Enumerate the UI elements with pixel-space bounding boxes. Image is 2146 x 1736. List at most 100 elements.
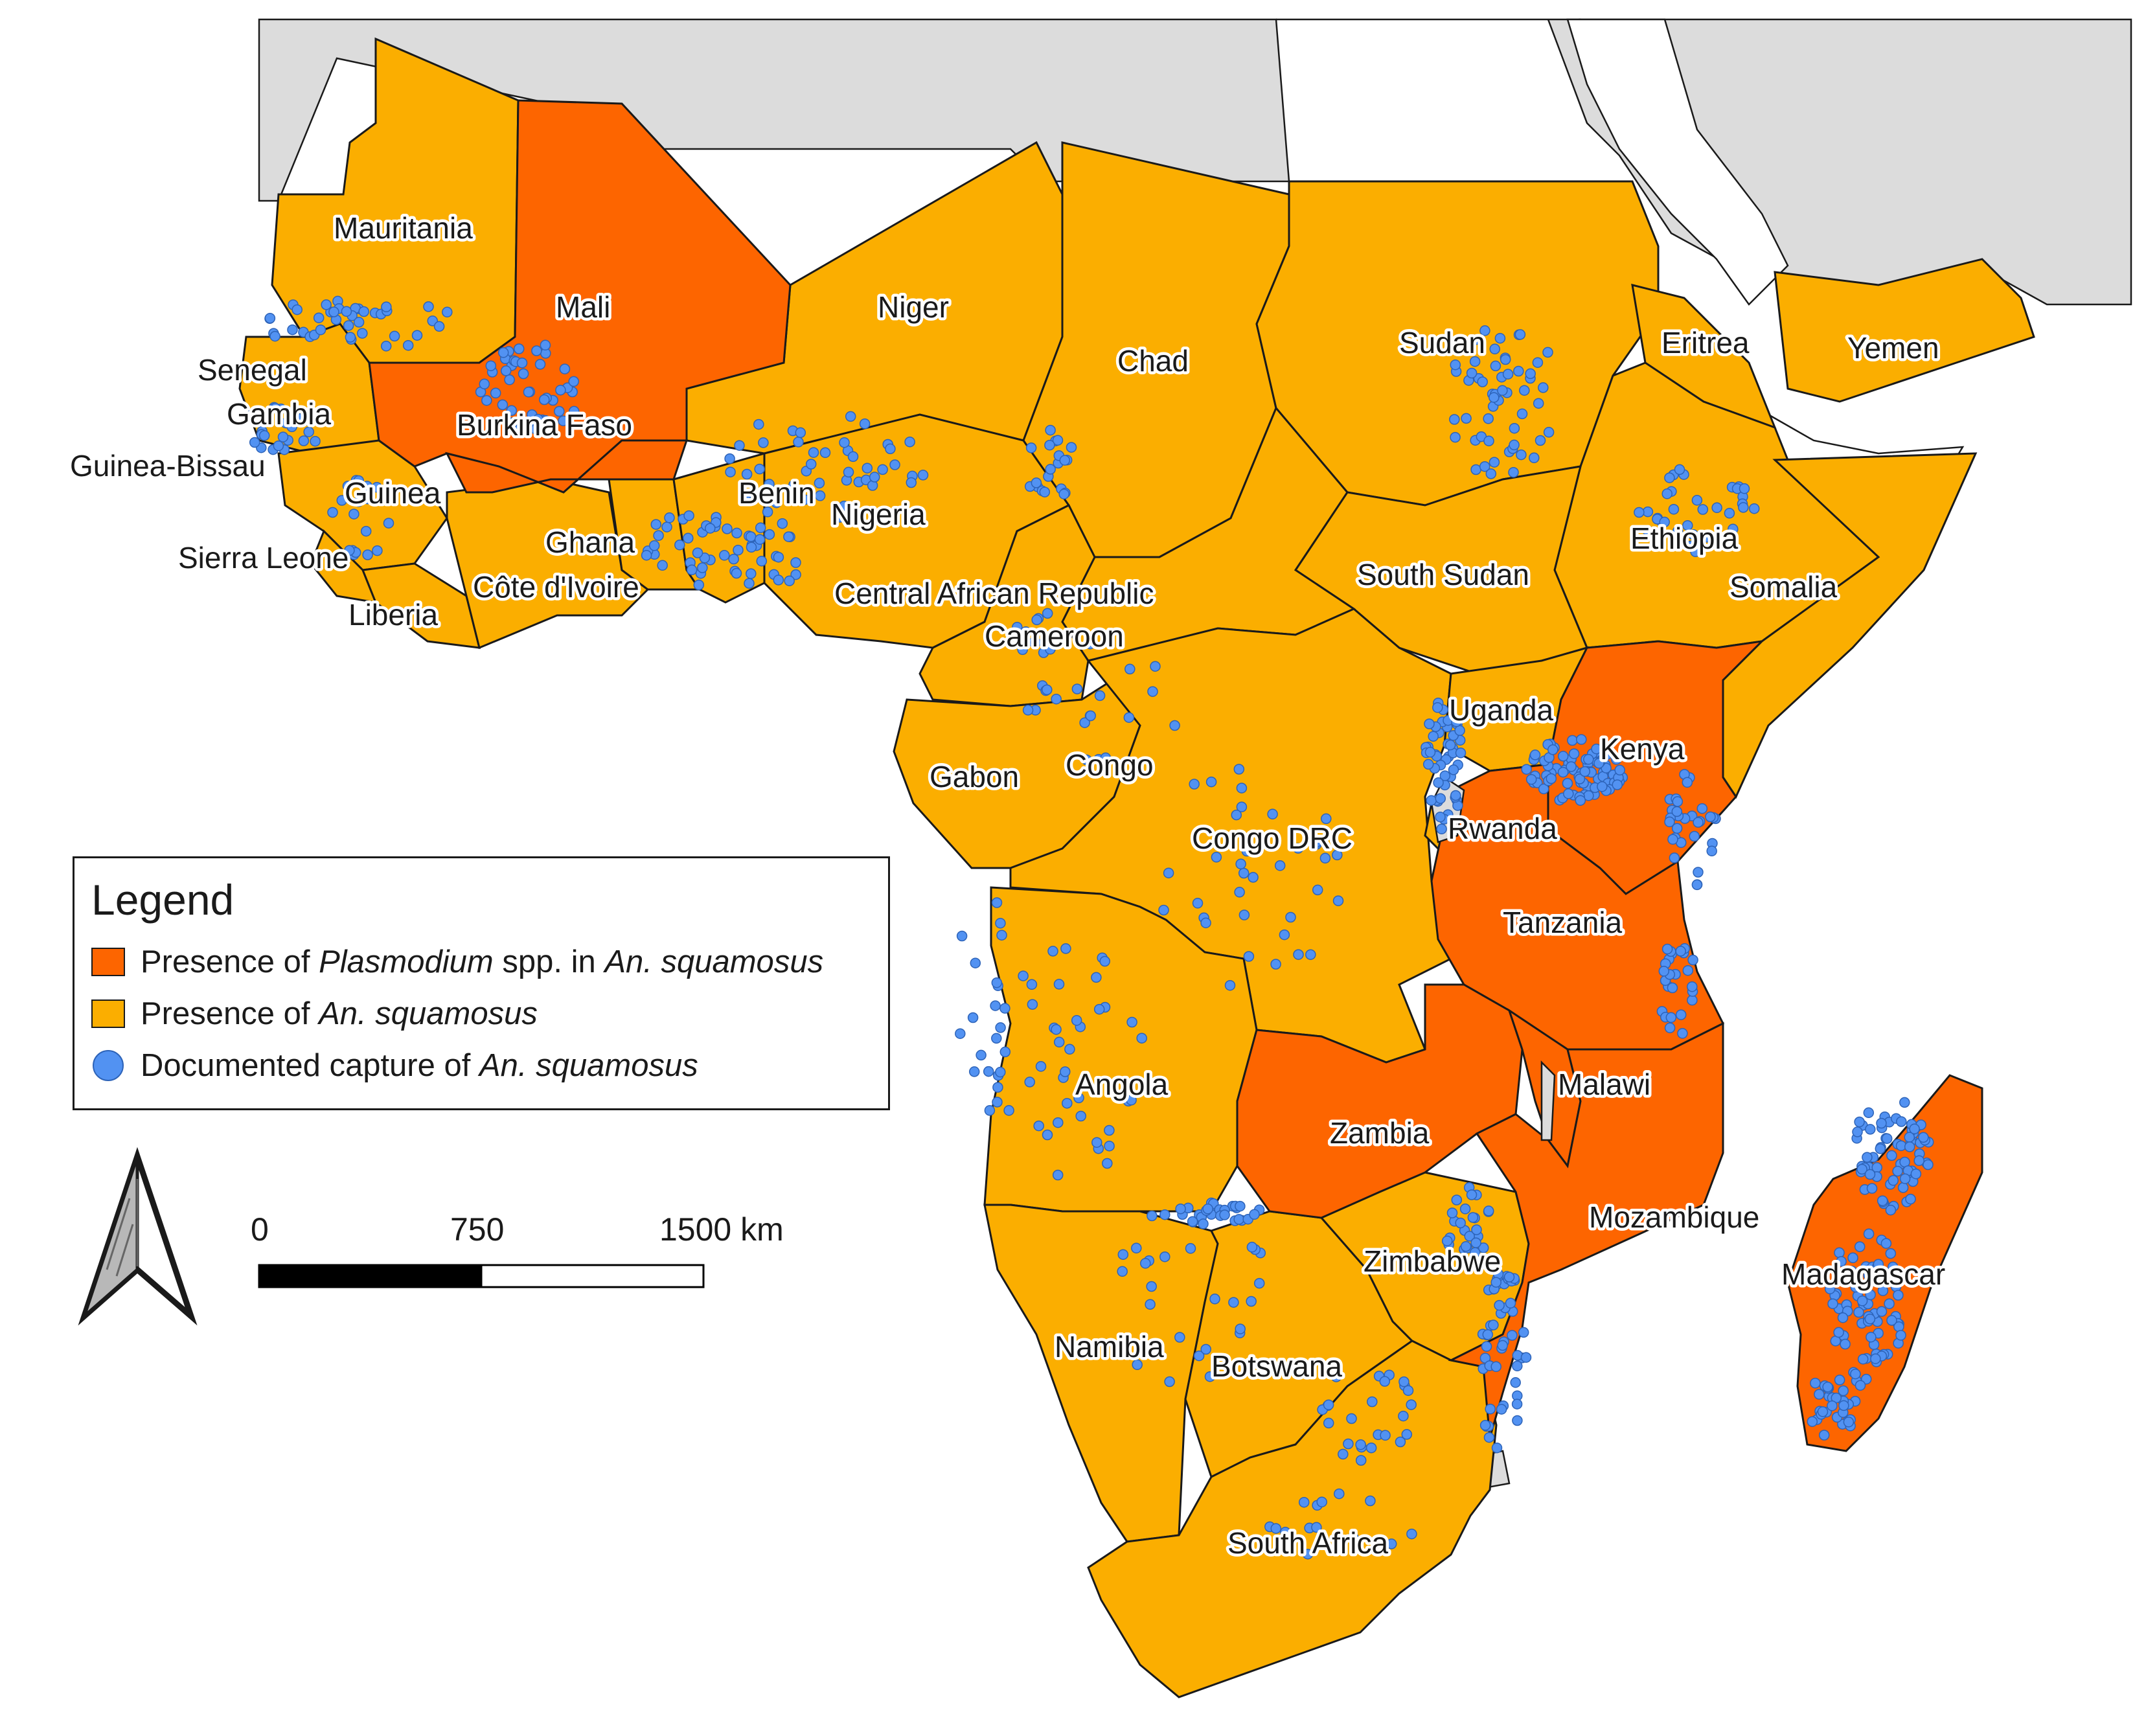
capture-point xyxy=(1910,1168,1922,1180)
label-cote-divoire: Côte d'Ivoire xyxy=(473,570,639,604)
capture-point xyxy=(1051,1024,1062,1035)
capture-point xyxy=(1739,483,1750,494)
capture-point xyxy=(381,495,392,506)
capture-point xyxy=(310,435,321,447)
capture-point xyxy=(843,466,854,478)
capture-point xyxy=(1084,638,1096,650)
capture-point xyxy=(1846,1266,1858,1277)
capture-point xyxy=(1675,1009,1687,1020)
capture-point xyxy=(1280,1526,1291,1538)
capture-point xyxy=(1507,1330,1518,1341)
capture-point xyxy=(754,534,766,545)
capture-point xyxy=(1483,413,1494,424)
capture-point xyxy=(983,1066,994,1077)
capture-point xyxy=(506,405,518,417)
capture-point xyxy=(1664,472,1675,483)
legend-label-capture: Documented capture of An. squamosus xyxy=(141,1048,698,1083)
capture-point xyxy=(559,363,571,374)
capture-point xyxy=(1814,1389,1825,1400)
capture-point xyxy=(1886,1315,1897,1326)
label-cameroon: Cameroon xyxy=(985,619,1124,653)
capture-point xyxy=(1346,1413,1357,1424)
capture-point xyxy=(724,453,735,464)
capture-point xyxy=(1870,1353,1881,1364)
capture-point xyxy=(1075,1110,1086,1122)
capture-point xyxy=(1159,1251,1170,1262)
capture-point xyxy=(1018,627,1030,639)
capture-point xyxy=(1053,1117,1064,1128)
label-namibia: Namibia xyxy=(1055,1330,1164,1364)
capture-point xyxy=(1525,368,1536,380)
capture-point xyxy=(344,545,355,556)
capture-point xyxy=(286,421,297,433)
capture-point xyxy=(1298,1496,1310,1508)
capture-point xyxy=(1343,1438,1354,1450)
capture-point xyxy=(1693,867,1704,878)
capture-point xyxy=(1053,1036,1065,1048)
capture-point xyxy=(734,440,745,451)
capture-point xyxy=(862,463,873,474)
capture-point xyxy=(1132,1359,1143,1371)
capture-point xyxy=(1236,801,1248,812)
capture-point xyxy=(264,312,276,324)
capture-point xyxy=(1246,1242,1258,1253)
capture-point xyxy=(808,447,819,458)
capture-point xyxy=(1126,1095,1137,1106)
capture-point xyxy=(1241,845,1253,857)
sierra-leone-region xyxy=(310,529,378,604)
capture-point xyxy=(648,540,660,551)
capture-point xyxy=(554,405,565,417)
capture-point xyxy=(1682,965,1694,976)
capture-point xyxy=(1461,343,1472,354)
capture-point xyxy=(1701,532,1713,543)
capture-point xyxy=(1293,949,1304,960)
capture-point xyxy=(1091,972,1102,983)
capture-point xyxy=(1146,1281,1157,1292)
scale-label-0: 0 xyxy=(251,1211,269,1248)
capture-point xyxy=(1455,748,1467,759)
capture-point xyxy=(1058,488,1069,499)
capture-point xyxy=(1876,1306,1888,1317)
madagascar-region xyxy=(1786,1074,1983,1452)
capture-point xyxy=(1059,455,1071,466)
capture-point xyxy=(555,384,566,396)
capture-point xyxy=(1583,754,1594,765)
capture-point xyxy=(1150,661,1161,672)
capture-point xyxy=(1667,982,1678,994)
legend-capture-dot-icon xyxy=(93,1050,124,1081)
legend-item-plasmodium: Presence of Plasmodium spp. in An. squam… xyxy=(91,942,823,981)
capture-point xyxy=(1857,1353,1869,1365)
capture-point xyxy=(1124,663,1136,675)
capture-point xyxy=(358,306,369,317)
capture-point xyxy=(762,507,773,518)
capture-point xyxy=(1424,718,1435,729)
capture-point xyxy=(1672,796,1684,807)
legend-swatch-plasmodium xyxy=(91,948,125,976)
capture-point xyxy=(1042,1129,1053,1141)
capture-point xyxy=(1433,777,1444,788)
capture-point xyxy=(1706,845,1717,857)
capture-point xyxy=(1386,1538,1397,1549)
capture-point xyxy=(1827,1400,1838,1411)
capture-point xyxy=(1147,686,1158,697)
capture-point xyxy=(1117,1266,1128,1277)
capture-point xyxy=(1834,1247,1845,1259)
capture-point xyxy=(795,427,806,439)
capture-point xyxy=(1532,357,1544,368)
capture-point xyxy=(1239,909,1250,920)
label-benin: Benin xyxy=(738,476,815,510)
capture-point xyxy=(1691,879,1703,891)
capture-point xyxy=(360,525,372,537)
capture-point xyxy=(1198,1218,1209,1229)
capture-point xyxy=(1466,1189,1478,1200)
capture-point xyxy=(1687,954,1698,966)
capture-point xyxy=(1231,809,1242,821)
capture-point xyxy=(1450,359,1461,371)
capture-point xyxy=(731,527,742,539)
scale-label-750: 750 xyxy=(450,1211,504,1248)
legend: Legend Presence of Plasmodium spp. in An… xyxy=(73,856,890,1110)
capture-point xyxy=(1164,1376,1175,1388)
capture-point xyxy=(1840,1338,1851,1350)
capture-point xyxy=(1051,693,1062,705)
capture-point xyxy=(1332,895,1344,906)
